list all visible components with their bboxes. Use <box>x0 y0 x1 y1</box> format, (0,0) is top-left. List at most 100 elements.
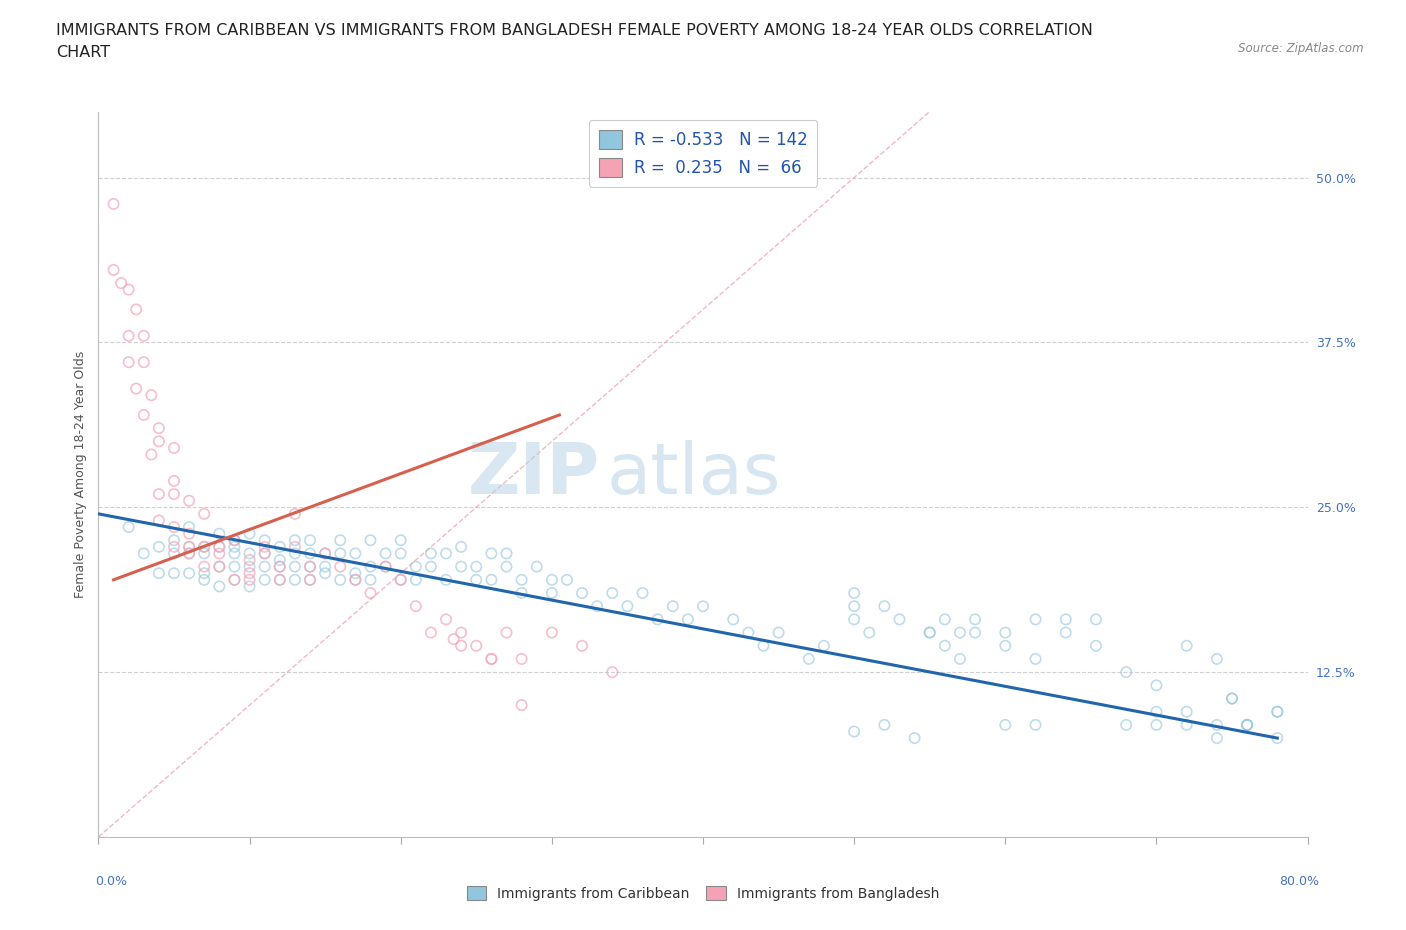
Point <box>269 572 291 587</box>
Point <box>752 638 775 653</box>
Point <box>329 533 352 548</box>
Point <box>299 559 322 574</box>
Point <box>284 572 307 587</box>
Point <box>179 520 201 535</box>
Point <box>918 625 941 640</box>
Point <box>269 552 291 567</box>
Point <box>481 546 503 561</box>
Point <box>1024 717 1046 732</box>
Point <box>1267 704 1289 719</box>
Point <box>239 579 262 594</box>
Point <box>329 559 352 574</box>
Point <box>1206 731 1229 746</box>
Point <box>193 539 215 554</box>
Point <box>284 539 307 554</box>
Point <box>253 546 276 561</box>
Point <box>344 572 367 587</box>
Point <box>253 533 276 548</box>
Point <box>110 275 132 290</box>
Point <box>994 717 1017 732</box>
Point <box>179 546 201 561</box>
Point <box>434 612 457 627</box>
Point <box>602 665 624 680</box>
Point <box>179 539 201 554</box>
Point <box>193 572 215 587</box>
Point <box>253 539 276 554</box>
Point <box>179 546 201 561</box>
Point <box>360 586 382 601</box>
Point <box>118 282 141 297</box>
Point <box>148 434 170 449</box>
Point <box>571 586 593 601</box>
Point <box>125 302 148 317</box>
Point <box>450 625 472 640</box>
Point <box>844 724 866 739</box>
Point <box>163 441 186 456</box>
Point <box>420 625 443 640</box>
Point <box>420 559 443 574</box>
Point <box>193 559 215 574</box>
Point <box>844 599 866 614</box>
Point <box>450 539 472 554</box>
Point <box>224 559 246 574</box>
Point <box>329 546 352 561</box>
Point <box>269 539 291 554</box>
Point <box>1085 612 1108 627</box>
Point <box>224 546 246 561</box>
Point <box>148 486 170 501</box>
Point <box>465 572 488 587</box>
Point <box>495 559 517 574</box>
Point <box>284 546 307 561</box>
Point <box>360 572 382 587</box>
Point <box>208 559 231 574</box>
Point <box>208 579 231 594</box>
Point <box>163 533 186 548</box>
Point <box>299 533 322 548</box>
Point <box>193 546 215 561</box>
Point <box>465 559 488 574</box>
Point <box>526 559 548 574</box>
Point <box>239 559 262 574</box>
Point <box>889 612 911 627</box>
Point <box>481 652 503 667</box>
Point <box>253 546 276 561</box>
Point <box>179 539 201 554</box>
Point <box>284 559 307 574</box>
Point <box>918 625 941 640</box>
Point <box>132 546 155 561</box>
Point <box>163 486 186 501</box>
Point <box>389 533 412 548</box>
Point <box>1144 704 1167 719</box>
Point <box>239 572 262 587</box>
Point <box>118 354 141 369</box>
Point <box>1267 731 1289 746</box>
Point <box>813 638 835 653</box>
Point <box>737 625 759 640</box>
Point <box>510 572 533 587</box>
Point <box>1220 691 1243 706</box>
Point <box>495 625 517 640</box>
Point <box>224 572 246 587</box>
Point <box>602 586 624 601</box>
Point <box>540 586 562 601</box>
Point <box>1054 612 1077 627</box>
Point <box>510 586 533 601</box>
Point <box>103 262 125 277</box>
Text: IMMIGRANTS FROM CARIBBEAN VS IMMIGRANTS FROM BANGLADESH FEMALE POVERTY AMONG 18-: IMMIGRANTS FROM CARIBBEAN VS IMMIGRANTS … <box>56 23 1092 38</box>
Point <box>224 533 246 548</box>
Point <box>1115 665 1137 680</box>
Point <box>314 546 336 561</box>
Point <box>1115 717 1137 732</box>
Point <box>148 539 170 554</box>
Point <box>949 652 972 667</box>
Point <box>1236 717 1258 732</box>
Point <box>208 559 231 574</box>
Point <box>179 565 201 580</box>
Point <box>148 420 170 435</box>
Point <box>269 559 291 574</box>
Point <box>797 652 820 667</box>
Point <box>510 652 533 667</box>
Point <box>465 638 488 653</box>
Point <box>540 572 562 587</box>
Point <box>284 507 307 522</box>
